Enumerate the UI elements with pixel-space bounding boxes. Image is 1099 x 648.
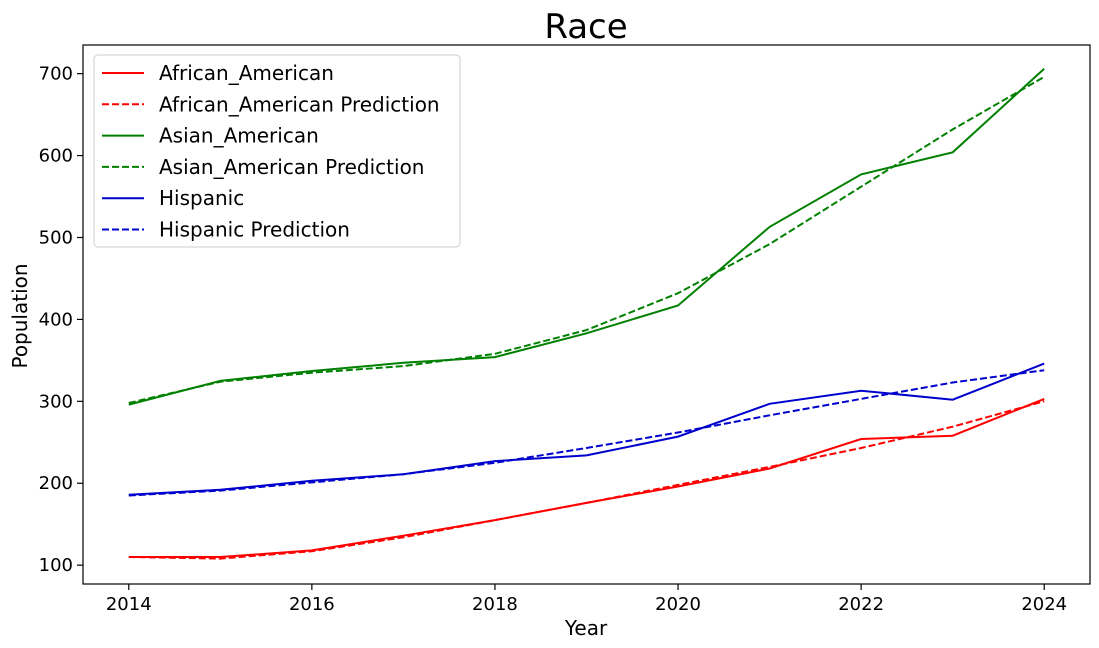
y-tick-label: 300 — [39, 391, 73, 412]
x-tick-label: 2020 — [655, 594, 701, 615]
y-tick-label: 200 — [39, 473, 73, 494]
x-tick-label: 2016 — [289, 594, 335, 615]
legend-label-5: Hispanic Prediction — [159, 218, 350, 242]
plot-area — [128, 68, 1045, 560]
legend-label-4: Hispanic — [159, 186, 244, 210]
chart-title: Race — [544, 7, 627, 47]
x-axis-label: Year — [564, 616, 608, 640]
legend-label-0: African_American — [159, 61, 334, 85]
series-line-0 — [128, 397, 1045, 558]
y-tick-label: 100 — [39, 555, 73, 576]
x-tick-label: 2014 — [106, 594, 152, 615]
y-tick-label: 700 — [39, 64, 73, 85]
y-tick-label: 400 — [39, 309, 73, 330]
legend-label-3: Asian_American Prediction — [159, 155, 424, 179]
series-line-5 — [128, 369, 1045, 497]
y-axis-label: Population — [8, 263, 32, 368]
y-tick-label: 600 — [39, 146, 73, 167]
series-line-1 — [128, 400, 1045, 560]
x-tick-label: 2018 — [472, 594, 518, 615]
legend-label-2: Asian_American — [159, 124, 319, 148]
legend-label-1: African_American Prediction — [159, 92, 440, 116]
axes-frame — [82, 44, 1091, 585]
x-tick-label: 2022 — [838, 594, 884, 615]
x-tick-label: 2024 — [1021, 594, 1067, 615]
y-tick-label: 500 — [39, 228, 73, 249]
legend-box — [93, 54, 461, 248]
legend: African_American African_American Predict… — [93, 54, 461, 248]
series-line-3 — [128, 76, 1045, 404]
series-line-4 — [128, 362, 1045, 496]
axes: 2014 2016 2018 2020 2022 2024 100 200 300 400 500 6… — [39, 44, 1091, 615]
